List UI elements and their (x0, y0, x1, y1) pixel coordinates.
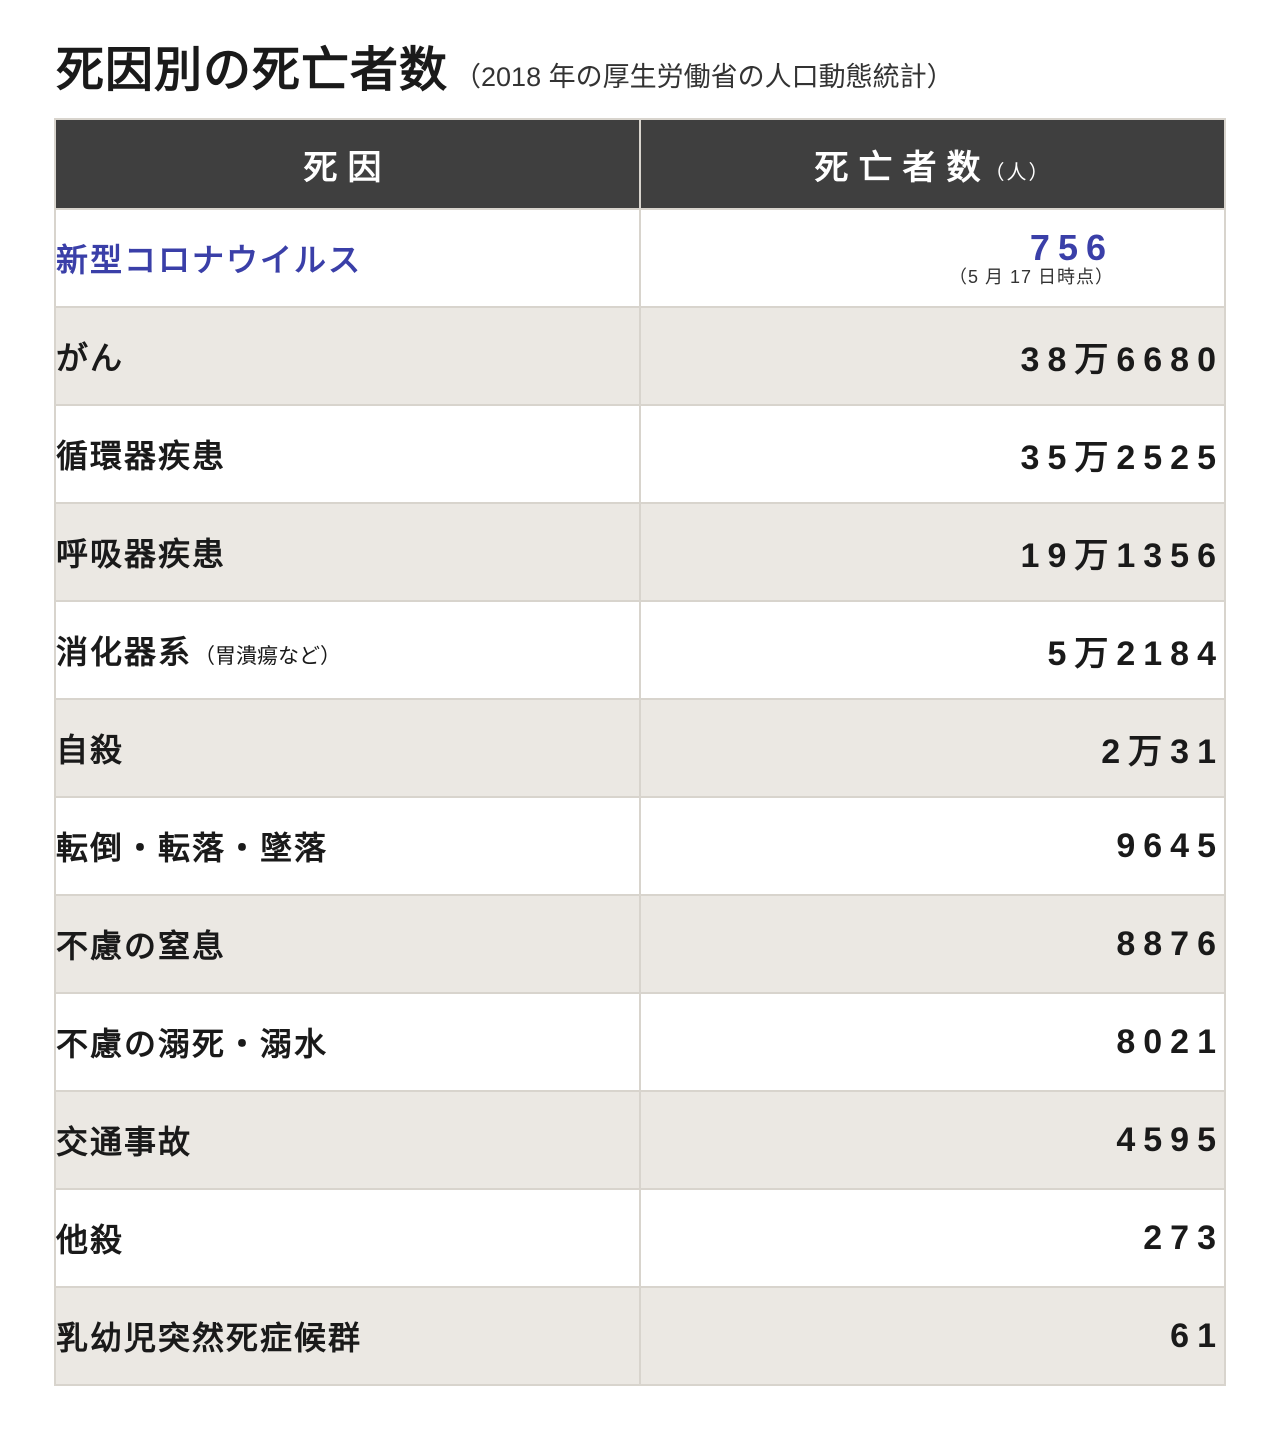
count-cell: 273 (640, 1189, 1225, 1287)
cause-cell: 転倒・転落・墜落 (55, 797, 640, 895)
cause-cell: がん (55, 307, 640, 405)
table-row: 不慮の溺死・溺水 8021 (55, 993, 1225, 1091)
table-row: 新型コロナウイルス 756（5 月 17 日時点） (55, 209, 1225, 307)
table-body: 新型コロナウイルス 756（5 月 17 日時点） がん 38万6680 循環器疾患 35… (55, 209, 1225, 1385)
count-cell: 5万2184 (640, 601, 1225, 699)
cause-cell: 消化器系（胃潰瘍など） (55, 601, 640, 699)
cause-cell: 乳幼児突然死症候群 (55, 1287, 640, 1385)
cause-cell: 交通事故 (55, 1091, 640, 1189)
count-cell: 4595 (640, 1091, 1225, 1189)
cause-label: 乳幼児突然死症候群 (56, 1320, 362, 1356)
table-row: 消化器系（胃潰瘍など） 5万2184 (55, 601, 1225, 699)
cause-label: 不慮の窒息 (56, 928, 226, 964)
cause-label: 転倒・転落・墜落 (56, 830, 328, 866)
cause-note: （胃潰瘍など） (194, 645, 341, 668)
table-row: 呼吸器疾患 19万1356 (55, 503, 1225, 601)
count-value: 8876 (1116, 925, 1224, 963)
table-row: 乳幼児突然死症候群 61 (55, 1287, 1225, 1385)
cause-cell: 不慮の溺死・溺水 (55, 993, 640, 1091)
table-row: がん 38万6680 (55, 307, 1225, 405)
count-cell: 756（5 月 17 日時点） (640, 209, 1225, 307)
col-header-count-unit: （人） (985, 162, 1051, 184)
count-cell: 8876 (640, 895, 1225, 993)
count-value: 9645 (1116, 827, 1224, 865)
count-value: 19万1356 (1021, 537, 1224, 575)
count-cell: 38万6680 (640, 307, 1225, 405)
page: 死因別の死亡者数 （2018 年の厚生労働省の人口動態統計） 死因 死亡者数（人… (0, 0, 1280, 1446)
table-row: 循環器疾患 35万2525 (55, 405, 1225, 503)
cause-label: 他殺 (56, 1222, 124, 1258)
col-header-count-text: 死亡者数 (815, 149, 991, 187)
count-value: 8021 (1116, 1023, 1224, 1061)
col-header-cause: 死因 (55, 119, 640, 209)
count-cell: 2万31 (640, 699, 1225, 797)
cause-cell: 呼吸器疾患 (55, 503, 640, 601)
table-header-row: 死因 死亡者数（人） (55, 119, 1225, 209)
count-value: 4595 (1116, 1121, 1224, 1159)
count-cell: 8021 (640, 993, 1225, 1091)
deaths-table: 死因 死亡者数（人） 新型コロナウイルス 756（5 月 17 日時点） がん 38万… (54, 118, 1226, 1386)
count-value: 2万31 (1101, 733, 1224, 771)
cause-label: 不慮の溺死・溺水 (56, 1026, 328, 1062)
col-header-count: 死亡者数（人） (640, 119, 1225, 209)
cause-cell: 循環器疾患 (55, 405, 640, 503)
cause-label: 循環器疾患 (56, 438, 226, 474)
cause-label: 自殺 (56, 732, 124, 768)
cause-cell: 他殺 (55, 1189, 640, 1287)
cause-label: 交通事故 (56, 1124, 192, 1160)
count-value: 61 (1170, 1317, 1224, 1355)
table-row: 他殺 273 (55, 1189, 1225, 1287)
title-line: 死因別の死亡者数 （2018 年の厚生労働省の人口動態統計） (56, 30, 1226, 100)
col-header-cause-text: 死因 (304, 149, 392, 187)
table-row: 交通事故 4595 (55, 1091, 1225, 1189)
cause-cell: 不慮の窒息 (55, 895, 640, 993)
table-row: 転倒・転落・墜落 9645 (55, 797, 1225, 895)
page-title: 死因別の死亡者数 (56, 30, 448, 100)
count-value: 756 (641, 229, 1114, 267)
table-row: 自殺 2万31 (55, 699, 1225, 797)
cause-label: 呼吸器疾患 (56, 536, 226, 572)
page-subtitle: （2018 年の厚生労働省の人口動態統計） (454, 55, 954, 94)
cause-cell: 新型コロナウイルス (55, 209, 640, 307)
count-cell: 35万2525 (640, 405, 1225, 503)
count-cell: 19万1356 (640, 503, 1225, 601)
count-cell: 61 (640, 1287, 1225, 1385)
count-value: 38万6680 (1021, 341, 1224, 379)
cause-label: 消化器系 (56, 634, 192, 670)
count-cell: 9645 (640, 797, 1225, 895)
cause-cell: 自殺 (55, 699, 640, 797)
count-value: 273 (1143, 1219, 1224, 1257)
count-asof: （5 月 17 日時点） (641, 268, 1114, 287)
count-value: 35万2525 (1021, 439, 1224, 477)
table-row: 不慮の窒息 8876 (55, 895, 1225, 993)
cause-label: がん (56, 340, 124, 376)
count-value: 5万2184 (1047, 635, 1224, 673)
cause-label: 新型コロナウイルス (56, 242, 362, 278)
